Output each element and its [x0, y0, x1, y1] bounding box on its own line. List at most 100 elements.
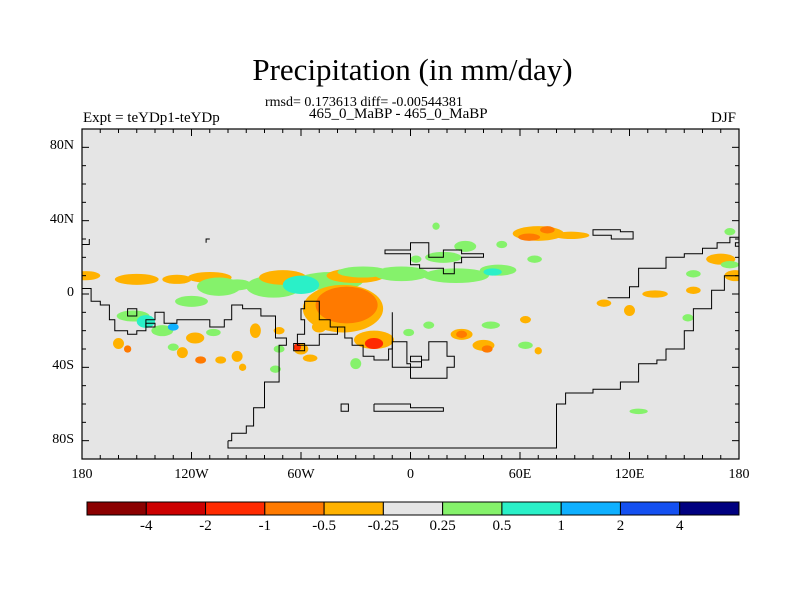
anomaly-cell: [596, 299, 612, 307]
coastline: [337, 312, 393, 361]
anomaly-cell: [403, 328, 415, 337]
x-tick-label: 180: [71, 467, 93, 482]
anomaly-cell: [540, 226, 555, 234]
colorbar-swatch: [619, 501, 681, 516]
anomaly-cell: [282, 275, 320, 295]
colorbar-swatch: [442, 501, 503, 516]
anomaly-cell: [552, 231, 590, 239]
colorbar-label: 1: [557, 518, 565, 534]
anomaly-cell: [423, 321, 435, 329]
y-tick-label: 40N: [49, 211, 74, 227]
anomaly-cell: [231, 350, 243, 362]
x-tick-label: 120E: [614, 467, 645, 482]
anomaly-cell: [269, 365, 281, 373]
anomaly-cell: [364, 338, 384, 349]
anomaly-cell: [113, 338, 124, 349]
anomaly-cell: [481, 321, 500, 329]
colorbar-label: 0.25: [429, 518, 456, 534]
anomaly-cell: [302, 354, 318, 362]
coastline: [82, 239, 90, 245]
colorbar-label: -2: [199, 518, 212, 534]
anomaly-cell: [454, 240, 477, 252]
anomaly-cell: [123, 345, 132, 353]
anomaly-cell: [724, 228, 736, 236]
anomaly-cell: [496, 240, 508, 249]
anomaly-cell: [518, 341, 533, 350]
anomaly-cell: [186, 332, 205, 344]
y-tick-label: 40S: [52, 358, 74, 374]
colorbar-swatch: [382, 501, 444, 516]
coastline: [592, 229, 634, 240]
anomaly-cell: [151, 325, 174, 337]
coastline: [296, 300, 338, 346]
anomaly-cell: [686, 270, 701, 278]
anomaly-cell: [518, 233, 541, 241]
anomaly-cell: [686, 286, 701, 295]
x-tick-label: 180: [728, 467, 750, 482]
anomaly-cell: [720, 261, 739, 269]
coastline: [293, 343, 306, 352]
y-tick-label: 0: [67, 285, 74, 300]
season-label: DJF: [711, 110, 737, 126]
anomaly-cell: [629, 408, 648, 415]
anomaly-cell: [238, 363, 247, 372]
colorbar-swatch: [145, 501, 207, 516]
colorbar-swatch: [264, 501, 325, 516]
y-tick-label: 80S: [52, 431, 74, 447]
anomaly-cell: [682, 314, 694, 322]
anomaly-cell: [175, 295, 208, 307]
x-tick-label: 60E: [508, 467, 532, 482]
experiment-label: Expt = teYDp1-teYDp: [83, 110, 220, 126]
colorbar-label: -4: [140, 518, 153, 534]
x-tick-label: 120W: [174, 467, 209, 482]
colorbar-swatch: [205, 501, 266, 516]
coastline: [734, 242, 739, 247]
anomaly-cell: [167, 343, 179, 351]
anomaly-cell: [196, 277, 241, 296]
colorbar-swatch: [86, 501, 147, 516]
anomaly-cell: [481, 345, 493, 353]
coastline: [127, 308, 138, 317]
colorbar-label: 4: [675, 518, 684, 534]
anomaly-cell: [456, 330, 468, 339]
colorbar-label: -1: [258, 518, 272, 534]
colorbar-swatch: [501, 501, 562, 516]
anomaly-cell: [114, 273, 159, 285]
coastline: [384, 242, 484, 275]
anomaly-cell: [167, 323, 179, 331]
colorbar-swatch: [560, 501, 621, 516]
y-tick-label: 80N: [49, 138, 74, 154]
x-tick-label: 0: [407, 467, 414, 482]
coastline: [373, 403, 444, 412]
x-tick-label: 60W: [287, 467, 315, 482]
coastline: [145, 322, 156, 328]
coastline: [82, 288, 287, 442]
anomaly-cell: [195, 356, 207, 364]
coastline-layer: [82, 229, 739, 449]
anomaly-cell: [374, 266, 429, 282]
anomaly-cell: [215, 356, 227, 364]
anomaly-cell: [483, 268, 502, 276]
anomaly-cell: [176, 347, 188, 359]
anomaly-cell: [527, 255, 542, 263]
anomaly-cell: [410, 255, 422, 263]
stats-line: rmsd= 0.173613 diff= -0.00544381: [265, 95, 463, 110]
colorbar-swatch: [323, 501, 384, 516]
anomaly-cell: [642, 290, 668, 298]
anomaly-cell: [350, 358, 362, 370]
colorbar-label: -0.25: [367, 518, 399, 534]
anomaly-cell: [432, 222, 440, 230]
anomaly-cell: [162, 274, 192, 284]
coastline: [205, 238, 210, 243]
anomaly-cell: [520, 316, 531, 324]
anomaly-cell: [624, 305, 635, 316]
coastline: [607, 236, 739, 299]
coastline: [391, 341, 455, 379]
anomaly-cell: [82, 271, 101, 281]
anomaly-cell: [206, 328, 221, 337]
coastline: [227, 275, 739, 449]
colorbar-label: -0.5: [312, 518, 336, 534]
anomaly-cell: [315, 286, 378, 324]
